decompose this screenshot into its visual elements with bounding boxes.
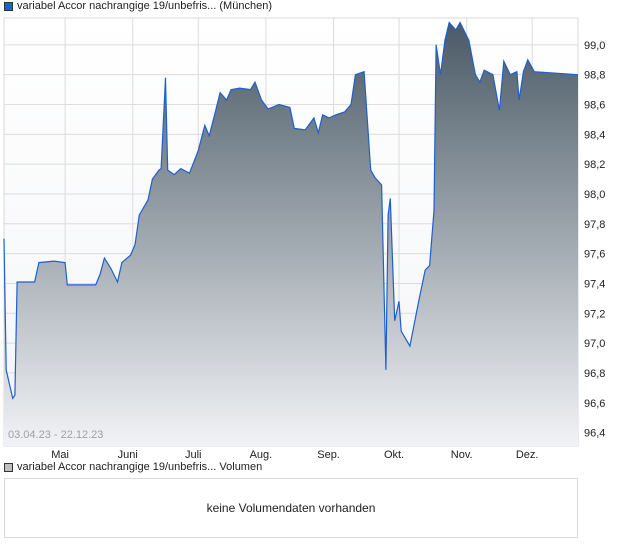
x-tick-label: Aug.: [250, 449, 273, 461]
y-tick-label: 98,8: [584, 70, 605, 82]
y-tick-label: 98,6: [584, 99, 605, 111]
x-tick-label: Mai: [51, 449, 69, 461]
y-tick-label: 97,4: [584, 278, 605, 290]
y-tick-label: 96,6: [584, 398, 605, 410]
y-tick-label: 99,0: [584, 40, 605, 52]
volume-chart: keine Volumendaten vorhanden: [4, 478, 578, 538]
x-tick-label: Juli: [185, 449, 202, 461]
price-area: [4, 22, 578, 446]
y-tick-label: 97,2: [584, 308, 605, 320]
volume-legend-label: variabel Accor nachrangige 19/unbefris..…: [17, 461, 263, 473]
y-tick-label: 96,4: [584, 428, 605, 440]
price-line: [3, 21, 579, 400]
y-tick-label: 98,0: [584, 189, 605, 201]
price-legend-swatch: [4, 1, 13, 11]
price-legend: variabel Accor nachrangige 19/unbefris..…: [4, 0, 272, 12]
price-chart: 96,4 96,6 96,8 97,0 97,2 97,4 97,6 97,8 98,0 98,2…: [3, 17, 605, 461]
date-range-label: 03.04.23 - 22.12.23: [8, 429, 103, 441]
volume-legend: variabel Accor nachrangige 19/unbefris..…: [4, 461, 262, 473]
y-tick-label: 96,8: [584, 368, 605, 380]
x-tick-label: Okt.: [384, 449, 404, 461]
y-tick-label: 97,8: [584, 219, 605, 231]
y-tick-label: 97,6: [584, 249, 605, 261]
y-tick-label: 98,4: [584, 129, 605, 141]
x-tick-label: Juni: [118, 449, 138, 461]
x-tick-label: Sep.: [317, 449, 340, 461]
y-tick-label: 98,2: [584, 159, 605, 171]
x-tick-label: Dez.: [516, 449, 539, 461]
volume-empty-message: keine Volumendaten vorhanden: [206, 501, 376, 515]
y-tick-label: 97,0: [584, 338, 605, 350]
x-tick-label: Nov.: [451, 449, 473, 461]
volume-legend-swatch: [4, 462, 13, 472]
price-legend-label: variabel Accor nachrangige 19/unbefris..…: [17, 0, 272, 12]
